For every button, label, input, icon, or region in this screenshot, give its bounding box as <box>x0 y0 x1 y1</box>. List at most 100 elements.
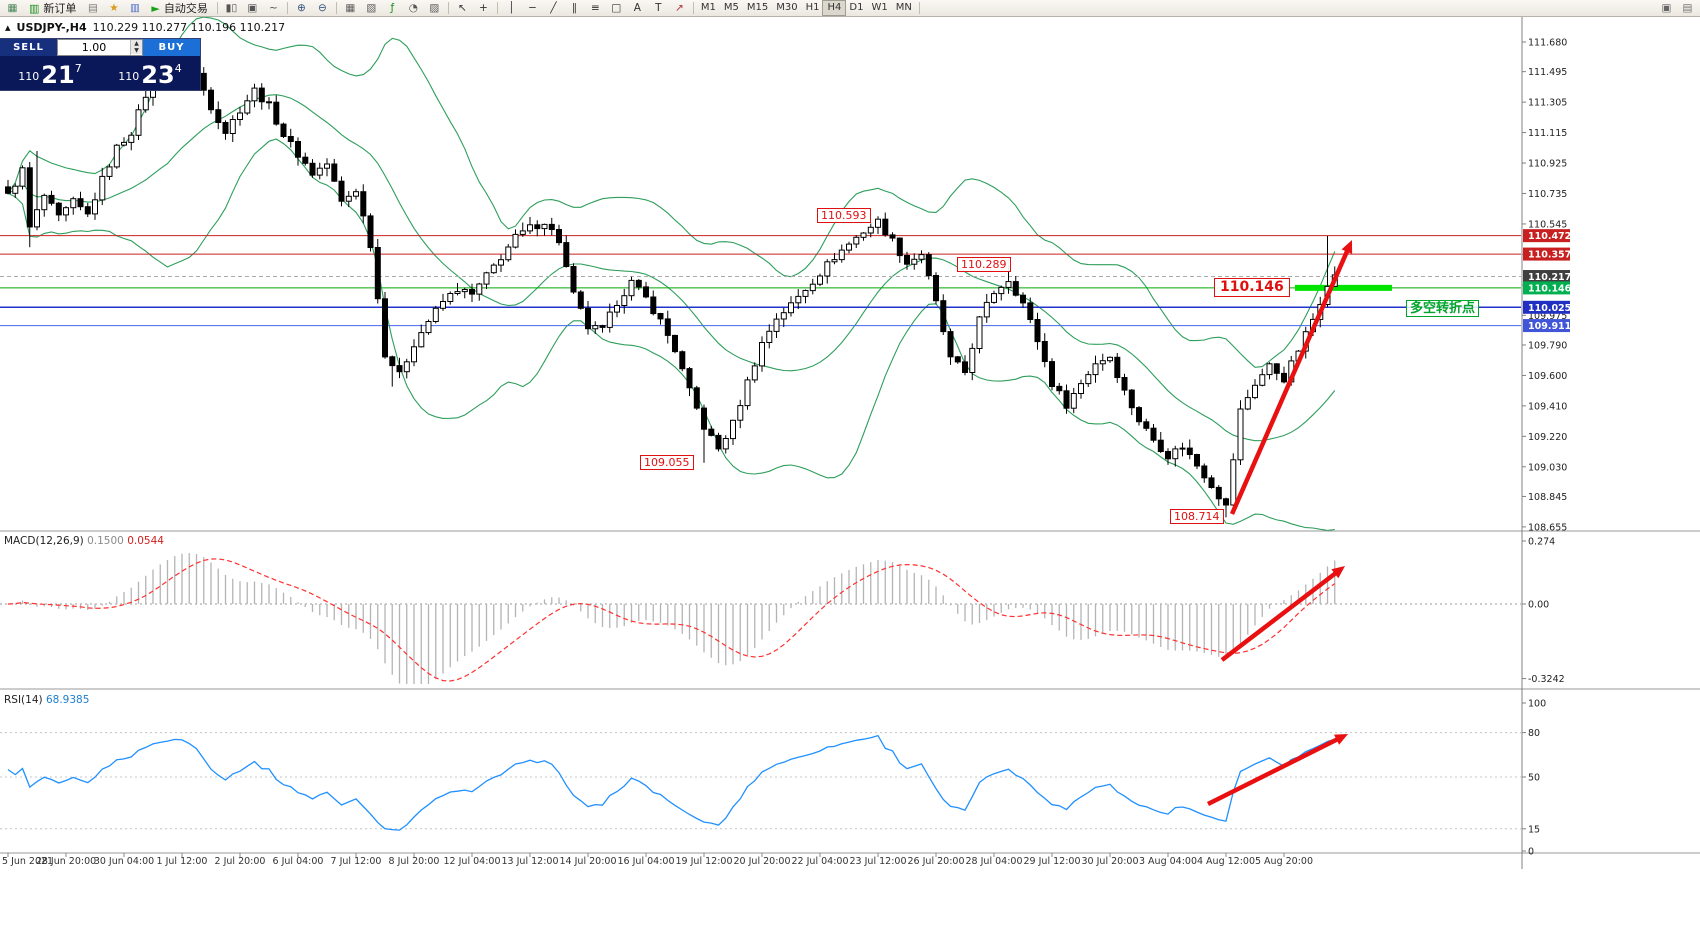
cursor-icon[interactable]: ↖ <box>457 2 467 14</box>
buy-price[interactable]: 110 23 4 <box>100 56 200 90</box>
timeframe-m5[interactable]: M5 <box>723 2 739 13</box>
svg-text:0.274: 0.274 <box>1528 536 1555 547</box>
svg-text:108.845: 108.845 <box>1528 492 1567 503</box>
templates-icon[interactable]: ▨ <box>429 2 440 14</box>
rsi-value: 68.9385 <box>45 694 90 706</box>
bollinger-bands <box>7 16 1336 531</box>
svg-text:111.495: 111.495 <box>1528 67 1567 78</box>
svg-text:4 Aug 12:00: 4 Aug 12:00 <box>1197 856 1255 867</box>
turning-point-label[interactable]: 多空转折点 <box>1406 300 1480 318</box>
trend-arrows[interactable] <box>1206 240 1353 807</box>
price-callout-label[interactable]: 108.714 <box>1170 509 1224 525</box>
channel-icon[interactable]: ∥ <box>571 2 577 14</box>
candles-layer <box>5 42 1338 518</box>
crosshair-icon[interactable]: + <box>478 2 488 14</box>
toolbar: ▦ ▥ 新订单 ▤ ★ ▥ ► 自动交易 ▮▯ ▣ ~ ⊕ ⊖ ▦ ▧ ƒ ◔ ▨ ↖ + │ ─ ╱ ∥ ≡ □ A T ↗ M1 M5 M… <box>0 0 1700 17</box>
svg-text:13 Jul 12:00: 13 Jul 12:00 <box>502 856 559 867</box>
svg-text:110.925: 110.925 <box>1528 159 1567 170</box>
svg-text:111.680: 111.680 <box>1528 38 1567 49</box>
zoom-out-icon[interactable]: ⊖ <box>317 2 327 14</box>
arrows-icon[interactable]: ↗ <box>674 2 684 14</box>
price-callout-label[interactable]: 110.593 <box>817 208 871 224</box>
timeframe-m1[interactable]: M1 <box>700 2 716 13</box>
trendline-icon[interactable]: ╱ <box>550 2 557 14</box>
indicators-icon[interactable]: ƒ <box>390 2 395 14</box>
vertical-line-icon[interactable]: │ <box>508 2 515 14</box>
new-order-button[interactable]: ▥ 新订单 <box>23 1 82 16</box>
price-callout-label[interactable]: 110.289 <box>957 256 1011 272</box>
svg-text:15: 15 <box>1528 824 1540 835</box>
timeframe-h1[interactable]: H1 <box>805 2 820 13</box>
toolbar-separator <box>286 2 288 14</box>
svg-text:109.975: 109.975 <box>1528 311 1567 322</box>
svg-text:3 Aug 04:00: 3 Aug 04:00 <box>1139 856 1197 867</box>
chart-ohlc-values: 110.229 110.277 110.196 110.217 <box>92 21 286 34</box>
autotrading-button[interactable]: ► 自动交易 <box>145 1 213 16</box>
timeframe-m15[interactable]: M15 <box>746 2 769 13</box>
svg-text:16 Jul 04:00: 16 Jul 04:00 <box>618 856 675 867</box>
periods-icon[interactable]: ◔ <box>408 2 418 14</box>
label-icon[interactable]: T <box>655 2 662 14</box>
svg-text:22 Jul 04:00: 22 Jul 04:00 <box>792 856 849 867</box>
line-chart-icon[interactable]: ~ <box>268 2 278 14</box>
svg-text:109.410: 109.410 <box>1528 401 1567 412</box>
autotrading-button-label: 自动交易 <box>163 2 208 15</box>
macd-signal-value: 0.0544 <box>127 535 164 547</box>
svg-text:29 Jul 12:00: 29 Jul 12:00 <box>1024 856 1081 867</box>
svg-text:5 Aug 20:00: 5 Aug 20:00 <box>1255 856 1313 867</box>
svg-text:2 Jul 20:00: 2 Jul 20:00 <box>215 856 266 867</box>
window-list-icon[interactable]: ▤ <box>1682 2 1693 14</box>
svg-text:30 Jul 20:00: 30 Jul 20:00 <box>1082 856 1139 867</box>
timeframe-h4[interactable]: H4 <box>822 0 847 16</box>
buy-button[interactable]: BUY <box>143 39 200 56</box>
tile-windows-icon[interactable]: ▦ <box>345 2 356 14</box>
volume-up-button[interactable]: ▲ <box>131 40 142 47</box>
price-callout-label[interactable]: 110.146 <box>1214 277 1290 297</box>
autotrading-icon: ► <box>151 1 160 15</box>
docking-icon[interactable]: ▣ <box>1661 2 1672 14</box>
timeframe-m30[interactable]: M30 <box>776 2 798 13</box>
auto-arrange-icon[interactable]: ▧ <box>366 2 377 14</box>
volume-down-button[interactable]: ▼ <box>131 47 142 54</box>
horizontal-level-lines[interactable] <box>0 235 1521 327</box>
buy-price-base: 110 <box>118 70 140 83</box>
rsi-indicator: 100 80 50 15 0 <box>0 699 1546 858</box>
svg-text:26 Jul 20:00: 26 Jul 20:00 <box>908 856 965 867</box>
chart-quote-line: ▴ USDJPY-,H4 110.229 110.277 110.196 110… <box>5 21 285 34</box>
horizontal-line-icon[interactable]: ─ <box>529 2 536 14</box>
candlestick-icon[interactable]: ▣ <box>247 2 258 14</box>
new-order-icon: ▥ <box>29 1 40 15</box>
buy-price-sup: 4 <box>174 62 182 75</box>
favorites-icon[interactable]: ★ <box>109 2 119 14</box>
svg-text:110.735: 110.735 <box>1528 189 1567 200</box>
svg-text:30 Jun 04:00: 30 Jun 04:00 <box>94 856 154 867</box>
sell-price[interactable]: 110 21 7 <box>0 56 100 90</box>
zoom-in-icon[interactable]: ⊕ <box>296 2 306 14</box>
sell-price-sup: 7 <box>74 62 82 75</box>
macd-main-value: 0.1500 <box>87 535 124 547</box>
text-icon[interactable]: A <box>633 2 641 14</box>
price-callout-label[interactable]: 109.055 <box>640 454 694 470</box>
new-chart-icon[interactable]: ▦ <box>7 2 18 14</box>
profiles-icon[interactable]: ▤ <box>87 2 98 14</box>
svg-text:110.357: 110.357 <box>1528 250 1571 261</box>
fibonacci-icon[interactable]: ≡ <box>590 2 600 14</box>
svg-text:8 Jul 20:00: 8 Jul 20:00 <box>389 856 440 867</box>
bar-chart-icon[interactable]: ▮▯ <box>225 2 238 14</box>
svg-text:6 Jul 04:00: 6 Jul 04:00 <box>273 856 324 867</box>
svg-text:19 Jul 12:00: 19 Jul 12:00 <box>676 856 733 867</box>
chart-collapse-icon[interactable]: ▴ <box>5 21 11 34</box>
svg-text:109.790: 109.790 <box>1528 340 1567 351</box>
volume-input[interactable]: 1.00 <box>81 41 107 54</box>
timeframe-mn[interactable]: MN <box>895 2 912 13</box>
svg-text:110.025: 110.025 <box>1528 303 1571 314</box>
shapes-icon[interactable]: □ <box>611 2 622 14</box>
market-watch-icon[interactable]: ▥ <box>129 2 140 14</box>
svg-text:28 Jul 04:00: 28 Jul 04:00 <box>966 856 1023 867</box>
svg-text:-0.3242: -0.3242 <box>1528 674 1565 685</box>
timeframe-d1[interactable]: D1 <box>849 2 864 13</box>
timeframe-w1[interactable]: W1 <box>871 2 888 13</box>
sell-button[interactable]: SELL <box>0 39 57 56</box>
